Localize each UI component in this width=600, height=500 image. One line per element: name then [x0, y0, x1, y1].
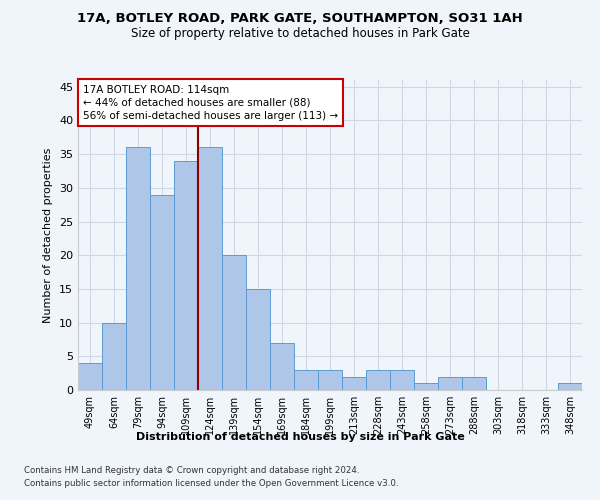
Y-axis label: Number of detached properties: Number of detached properties: [43, 148, 53, 322]
Text: 17A BOTLEY ROAD: 114sqm
← 44% of detached houses are smaller (88)
56% of semi-de: 17A BOTLEY ROAD: 114sqm ← 44% of detache…: [83, 84, 338, 121]
Bar: [222, 255, 246, 390]
Text: Size of property relative to detached houses in Park Gate: Size of property relative to detached ho…: [131, 28, 469, 40]
Bar: [318, 370, 342, 390]
Bar: [438, 376, 462, 390]
Bar: [366, 370, 390, 390]
Bar: [414, 384, 438, 390]
Bar: [462, 376, 486, 390]
Bar: [174, 161, 198, 390]
Text: Contains HM Land Registry data © Crown copyright and database right 2024.: Contains HM Land Registry data © Crown c…: [24, 466, 359, 475]
Bar: [198, 148, 222, 390]
Bar: [390, 370, 414, 390]
Text: Distribution of detached houses by size in Park Gate: Distribution of detached houses by size …: [136, 432, 464, 442]
Bar: [342, 376, 366, 390]
Bar: [102, 322, 126, 390]
Text: Contains public sector information licensed under the Open Government Licence v3: Contains public sector information licen…: [24, 479, 398, 488]
Bar: [78, 363, 102, 390]
Bar: [558, 384, 582, 390]
Bar: [150, 194, 174, 390]
Bar: [126, 148, 150, 390]
Bar: [246, 289, 270, 390]
Text: 17A, BOTLEY ROAD, PARK GATE, SOUTHAMPTON, SO31 1AH: 17A, BOTLEY ROAD, PARK GATE, SOUTHAMPTON…: [77, 12, 523, 26]
Bar: [294, 370, 318, 390]
Bar: [270, 343, 294, 390]
